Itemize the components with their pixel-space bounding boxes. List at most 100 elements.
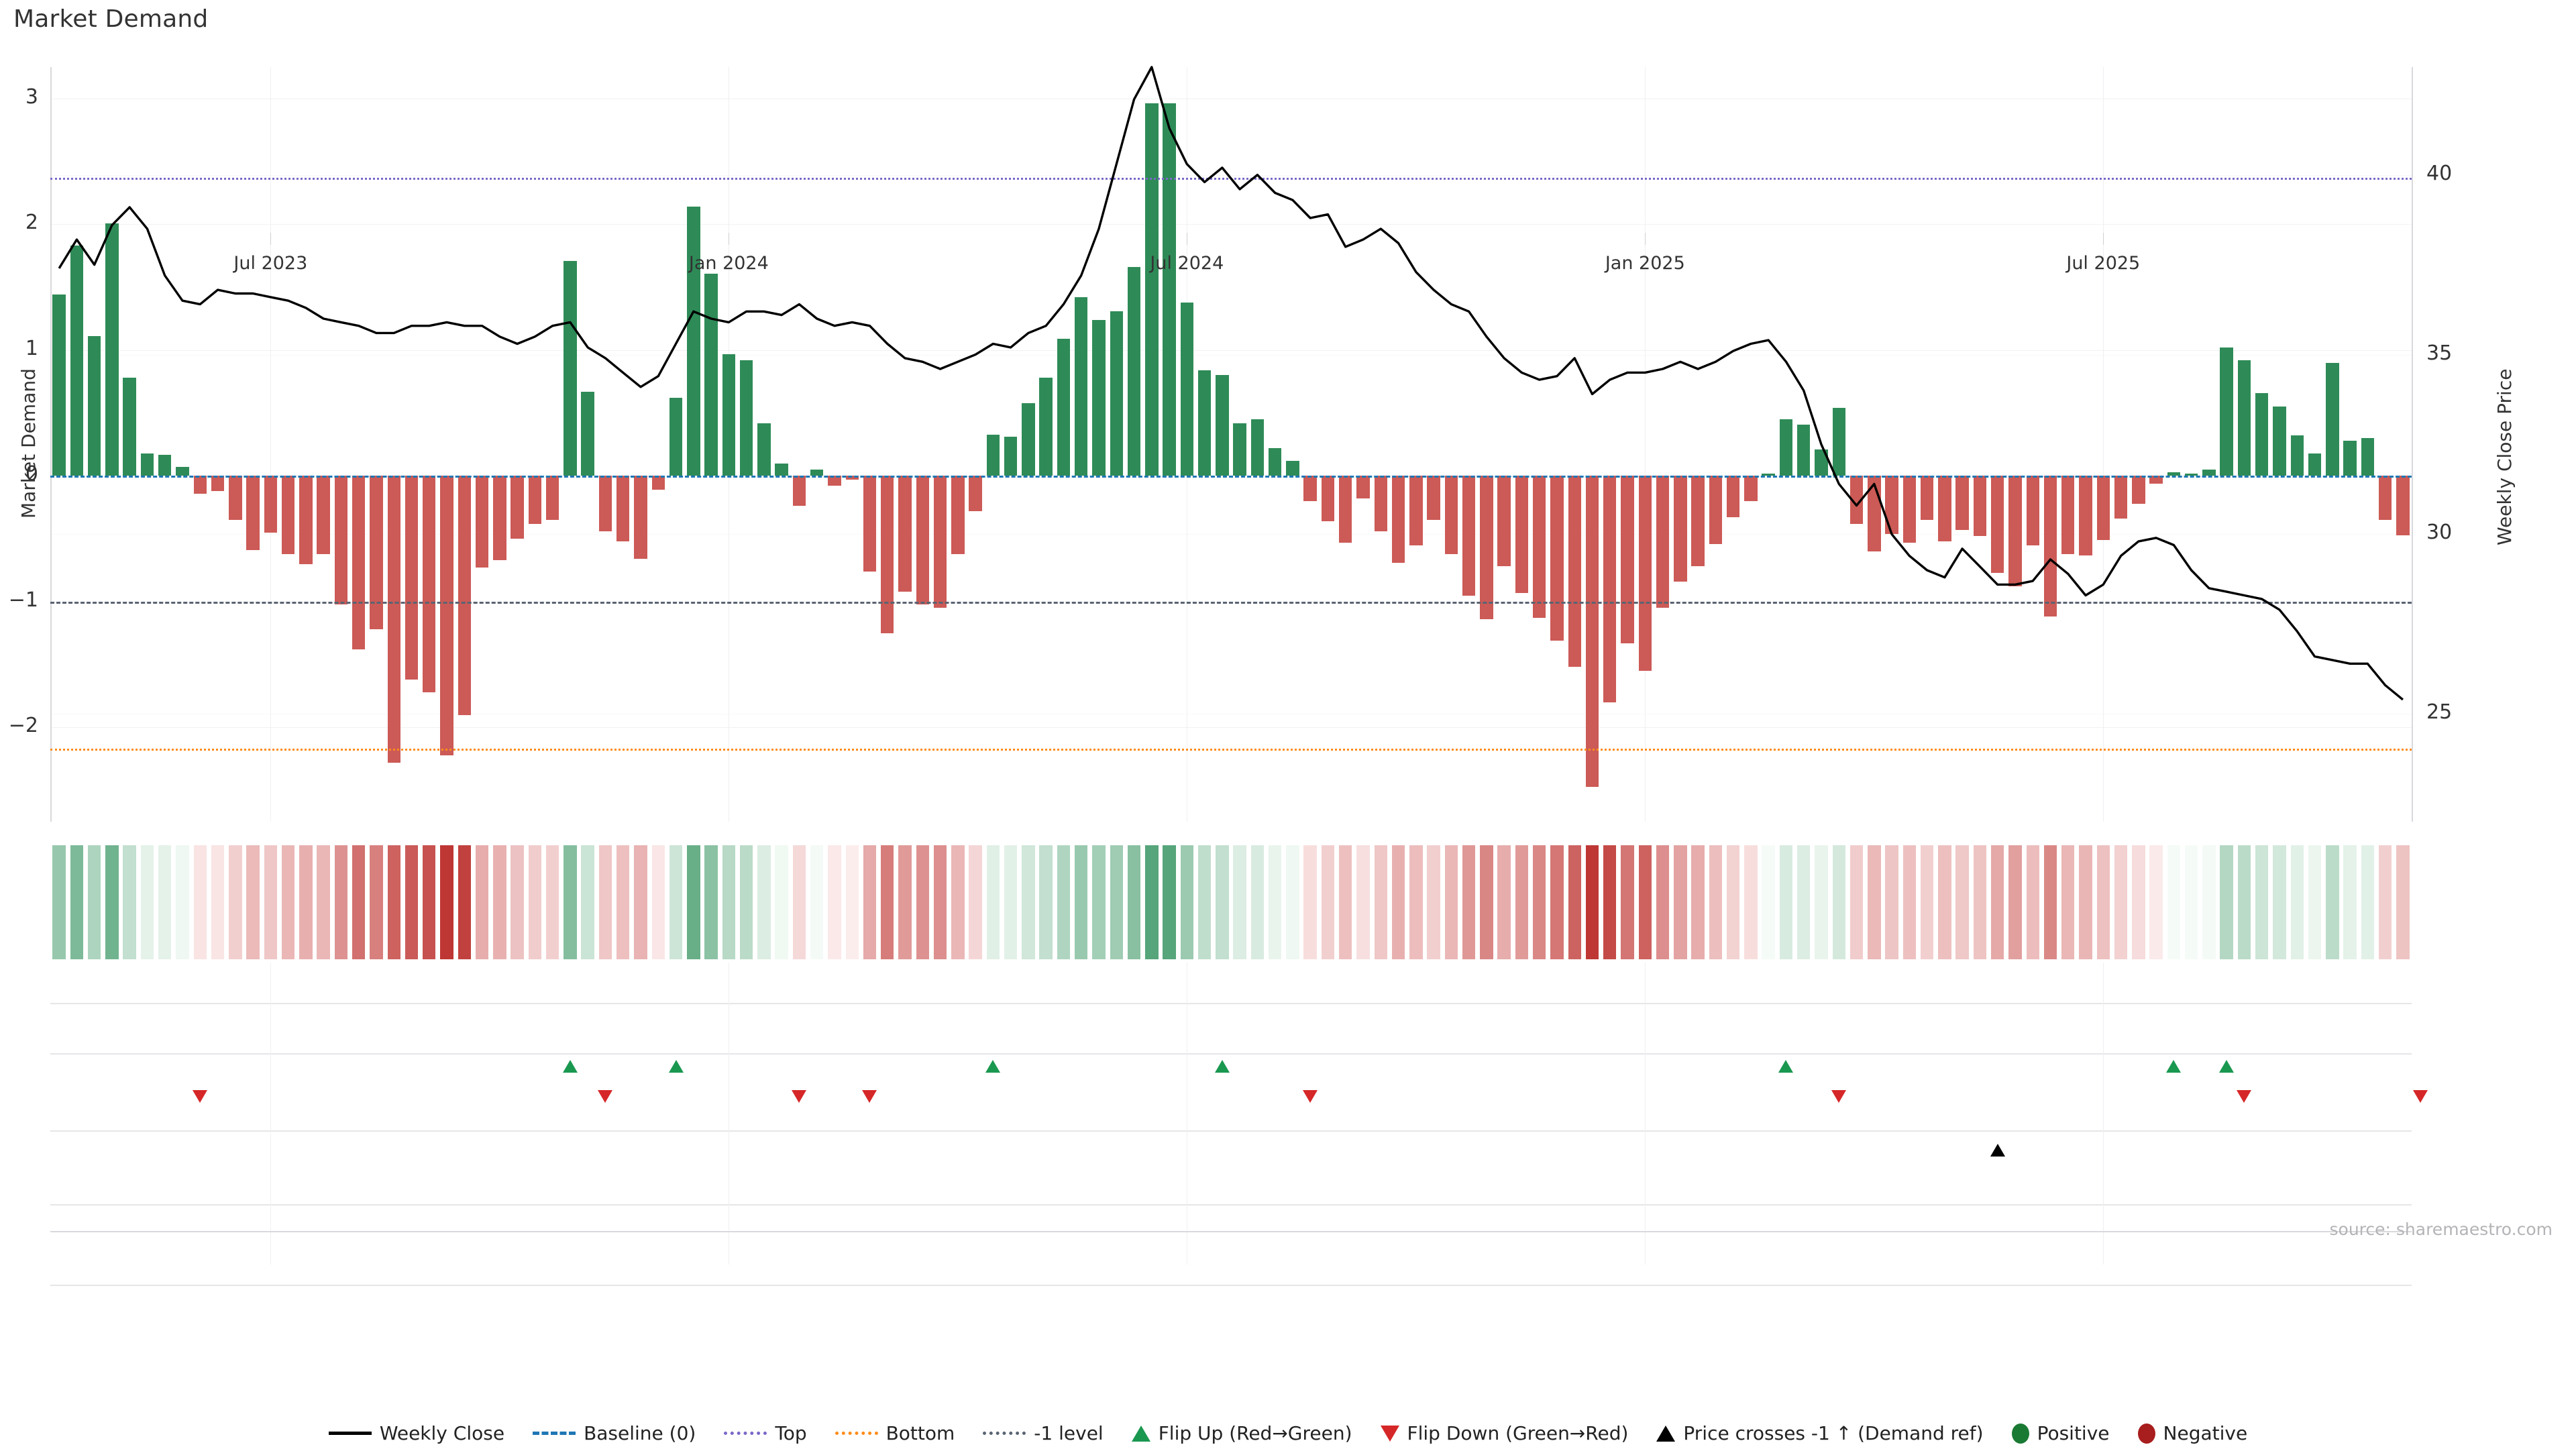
demand-bar — [969, 476, 982, 511]
demand-bar — [158, 454, 172, 476]
demand-bar — [475, 476, 489, 568]
legend-item-baseline-0[interactable]: Baseline (0) — [533, 1422, 696, 1444]
strip-cell — [370, 845, 383, 959]
demand-bar — [2361, 438, 2375, 476]
legend-label: Positive — [2037, 1422, 2110, 1444]
strip-cell — [951, 845, 965, 959]
y-axis-tick-right: 30 — [2426, 521, 2453, 545]
x-axis-tick-label: Jan 2024 — [688, 253, 769, 274]
demand-bar — [1110, 311, 1123, 476]
demand-bar — [229, 476, 242, 520]
strip-cell — [1216, 845, 1229, 959]
strip-cell — [986, 845, 1000, 959]
legend-label: Flip Down (Green→Red) — [1407, 1422, 1629, 1444]
strip-cell — [616, 845, 630, 959]
triangle-up-green-icon — [1131, 1425, 1150, 1442]
strip-cell — [1022, 845, 1035, 959]
gridline-vertical — [1645, 67, 1646, 822]
gridline-vertical-marker — [2103, 963, 2104, 1265]
strip-cell — [1339, 845, 1352, 959]
demand-bar — [1868, 476, 1881, 551]
demand-bar — [1920, 476, 1934, 520]
strip-cell — [634, 845, 647, 959]
strip-cell — [1849, 845, 1864, 959]
legend-item-negative[interactable]: Negative — [2137, 1422, 2248, 1444]
flip-down-marker — [598, 1090, 613, 1103]
strip-cell — [2167, 845, 2181, 959]
flip-up-marker — [562, 1060, 578, 1073]
y-axis-tick-left: 1 — [25, 336, 38, 360]
strip-cell — [1497, 845, 1511, 959]
strip-cell — [1127, 845, 1141, 959]
x-axis-tick-label: Jul 2025 — [2066, 253, 2141, 274]
demand-bar — [317, 476, 330, 554]
strip-cell — [1656, 845, 1670, 959]
marker-panel-rule — [50, 1053, 2412, 1055]
strip-cell — [775, 845, 788, 959]
strip-cell — [176, 845, 189, 959]
strip-cell — [1938, 845, 1951, 959]
demand-bar — [1286, 460, 1299, 476]
dot-gray-icon — [983, 1432, 1026, 1435]
flip-down-marker — [2237, 1090, 2252, 1103]
demand-bar — [1797, 424, 1811, 476]
marker-panel-rule — [50, 1003, 2412, 1004]
strip-cell — [2202, 845, 2216, 959]
gridline-horizontal — [50, 350, 2412, 351]
demand-bar — [1656, 476, 1670, 608]
line-black-icon — [328, 1432, 372, 1435]
strip-cell — [52, 845, 66, 959]
axis-spine-right — [2412, 67, 2413, 822]
demand-bar — [722, 354, 736, 476]
demand-bar — [1462, 476, 1476, 596]
legend-item-1-level[interactable]: -1 level — [983, 1422, 1104, 1444]
strip-cell — [2343, 845, 2357, 959]
price-cross-marker — [1990, 1144, 2005, 1157]
y-axis-tick-left: −2 — [8, 714, 38, 738]
strip-cell — [2132, 845, 2145, 959]
legend-label: -1 level — [1034, 1422, 1104, 1444]
x-axis-tickmark — [1645, 233, 1646, 245]
strip-cell — [2096, 845, 2110, 959]
demand-bar — [810, 470, 824, 476]
legend-item-top[interactable]: Top — [724, 1422, 807, 1444]
demand-bar — [2290, 435, 2304, 476]
legend-item-flip-up-red-green[interactable]: Flip Up (Red→Green) — [1131, 1422, 1352, 1444]
flip-up-marker — [668, 1060, 684, 1073]
strip-cell — [2290, 845, 2304, 959]
demand-bar — [423, 476, 436, 692]
legend-item-flip-down-green-red[interactable]: Flip Down (Green→Red) — [1380, 1422, 1629, 1444]
gridline-horizontal-right — [50, 174, 2412, 176]
y-axis-tick-right: 40 — [2426, 161, 2453, 185]
demand-bar — [2008, 476, 2022, 587]
strip-cell — [2255, 845, 2269, 959]
demand-bar — [775, 463, 788, 476]
gridline-vertical-marker — [270, 963, 272, 1265]
demand-bar — [2026, 476, 2039, 545]
demand-bar — [2096, 476, 2110, 540]
demand-bar — [792, 476, 806, 506]
strip-cell — [1674, 845, 1687, 959]
legend-item-weekly-close[interactable]: Weekly Close — [328, 1422, 504, 1444]
legend-item-price-crosses-1-demand-ref[interactable]: Price crosses -1 ↑ (Demand ref) — [1656, 1422, 1984, 1444]
strip-cell — [969, 845, 982, 959]
page-title: Market Demand — [13, 5, 209, 33]
demand-bar — [1691, 476, 1705, 567]
legend-label: Bottom — [885, 1422, 955, 1444]
dot-purple-icon — [724, 1432, 767, 1435]
strip-cell — [1744, 845, 1758, 959]
strip-cell — [246, 845, 260, 959]
reference-line-baseline-0 — [50, 476, 2412, 478]
legend-item-bottom[interactable]: Bottom — [835, 1422, 955, 1444]
demand-bar — [1550, 476, 1564, 641]
strip-cell — [1180, 845, 1194, 959]
strip-cell — [264, 845, 278, 959]
demand-bar — [881, 476, 894, 633]
legend-item-positive[interactable]: Positive — [2011, 1422, 2110, 1444]
demand-bar — [1374, 476, 1387, 531]
demand-bar — [1092, 319, 1106, 476]
demand-bar — [440, 476, 453, 755]
legend-label: Negative — [2163, 1422, 2248, 1444]
demand-bar — [352, 476, 366, 650]
flip-down-marker — [2413, 1090, 2428, 1103]
